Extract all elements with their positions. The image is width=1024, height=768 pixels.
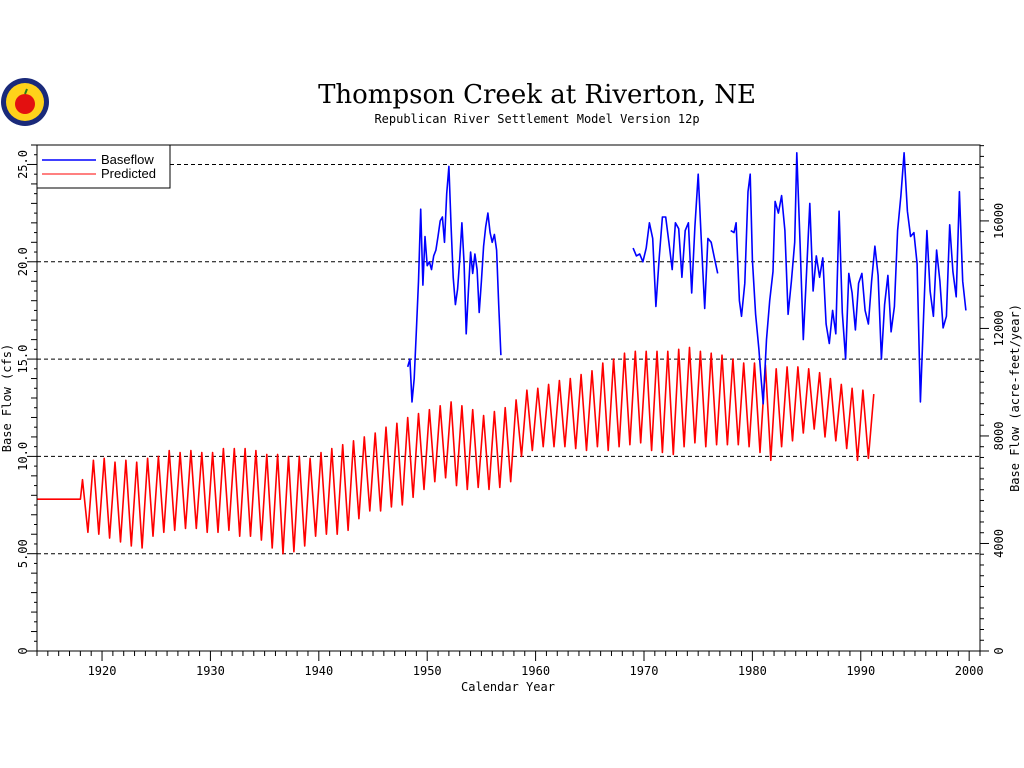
y-axis-ticks: 0 5.00 10.0 15.0 20.0 25.0 <box>16 144 37 655</box>
y-tick-label: 15.0 <box>16 345 30 374</box>
y-right-tick-label: 0 <box>992 647 1006 654</box>
y-tick-label: 5.00 <box>16 539 30 568</box>
legend-label-predicted: Predicted <box>101 166 156 181</box>
y-right-tick-label: 16000 <box>992 203 1006 239</box>
legend-box <box>36 144 171 189</box>
logo-seal <box>1 78 49 126</box>
x-tick-label: 1970 <box>630 664 659 678</box>
y-right-axis-ticks: 0 4000 8000 12000 16000 <box>980 145 1006 655</box>
y-tick-label: 10.0 <box>16 442 30 471</box>
x-tick-label: 1980 <box>738 664 767 678</box>
x-tick-label: 1960 <box>521 664 550 678</box>
series-baseflow <box>406 165 502 403</box>
x-tick-label: 1990 <box>846 664 875 678</box>
y-tick-label: 25.0 <box>16 150 30 179</box>
x-axis-ticks: 1920 1930 1940 1950 1960 1970 1980 1990 2000 <box>36 651 984 678</box>
chart-subtitle: Republican River Settlement Model Versio… <box>374 112 699 126</box>
y-axis-label: Base Flow (cfs) <box>0 344 14 452</box>
series-layer <box>37 152 967 555</box>
apple-seal-icon <box>15 94 35 114</box>
y-right-tick-label: 8000 <box>992 422 1006 451</box>
series-baseflow <box>730 152 967 405</box>
x-axis-label: Calendar Year <box>461 680 555 694</box>
chart-title: Thompson Creek at Riverton, NE <box>318 80 756 110</box>
apple-stem <box>24 88 28 95</box>
x-tick-label: 1950 <box>413 664 442 678</box>
y-tick-label: 20.0 <box>16 247 30 276</box>
legend-label-baseflow: Baseflow <box>101 152 154 167</box>
series-baseflow <box>632 173 719 310</box>
x-tick-label: 1930 <box>196 664 225 678</box>
y-right-tick-label: 12000 <box>992 310 1006 346</box>
y-tick-label: 0 <box>16 647 30 654</box>
series-predicted <box>37 346 875 555</box>
x-tick-label: 1940 <box>304 664 333 678</box>
legend: Baseflow Predicted <box>36 144 171 189</box>
y-right-tick-label: 4000 <box>992 529 1006 558</box>
x-tick-label: 1920 <box>88 664 117 678</box>
x-tick-label: 2000 <box>955 664 984 678</box>
y-right-axis-label: Base Flow (acre-feet/year) <box>1008 304 1022 492</box>
plot-frame <box>36 144 981 652</box>
